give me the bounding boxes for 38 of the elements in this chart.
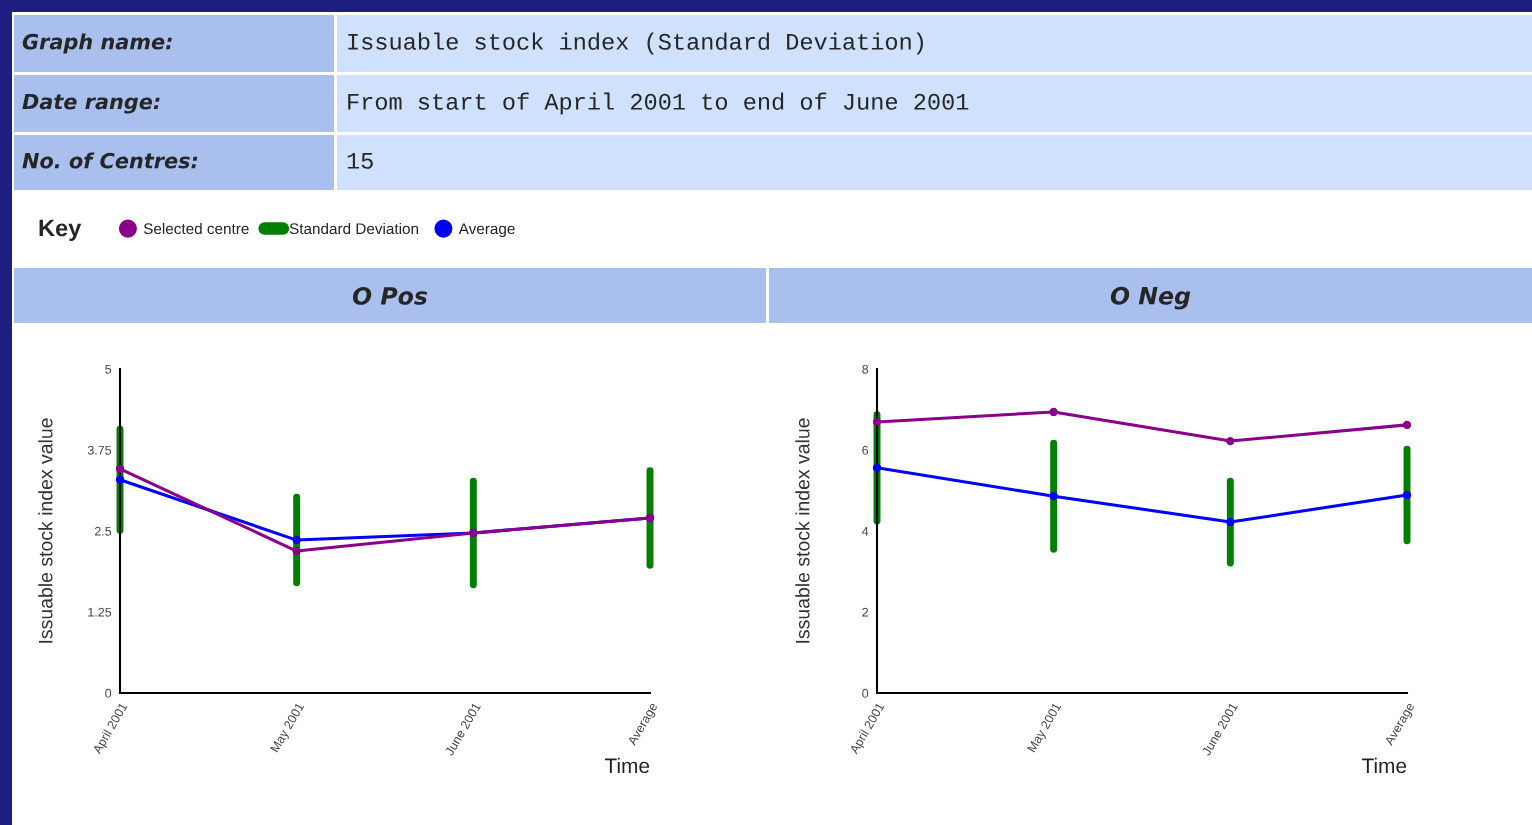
y-tick-label: 1.25 <box>88 607 112 617</box>
text: Standard Deviation <box>289 222 419 235</box>
point <box>1049 492 1058 501</box>
legend-label: Average <box>458 223 515 238</box>
y-tick-label: 2 <box>862 607 869 617</box>
point <box>872 417 882 427</box>
y-tick-label: 6 <box>862 445 869 455</box>
point <box>1226 517 1235 527</box>
text: Graph name: <box>22 33 172 54</box>
y-tick-label: 2.5 <box>94 526 112 536</box>
point <box>1226 436 1235 446</box>
y-tick-label: 8 <box>862 364 869 374</box>
y-tick-label: 0 <box>105 688 112 698</box>
point <box>292 546 301 556</box>
y-tick-label: 4 <box>862 526 869 536</box>
y-tick-label: 5 <box>105 364 112 374</box>
x-axis-title: Time <box>1361 757 1407 774</box>
point <box>115 475 125 484</box>
point <box>292 535 301 545</box>
x-axis-title: Time <box>604 757 650 774</box>
text: From start of April 2001 to end of June 2001 <box>348 92 969 115</box>
text: Issuable stock index (Standard Deviation) <box>348 32 923 55</box>
text: 15 <box>347 153 373 169</box>
chart-title: O Pos <box>352 286 428 305</box>
y-tick-label: 3.75 <box>87 445 112 455</box>
point <box>1402 490 1412 500</box>
point <box>1049 407 1058 417</box>
y-axis-title: Issuable stock index value <box>38 418 53 643</box>
point <box>115 464 125 473</box>
y-tick-label: 0 <box>862 688 869 698</box>
text: No. of Centres: <box>22 152 198 169</box>
point <box>872 463 882 472</box>
y-axis-title: Issuable stock index value <box>795 418 810 643</box>
text: Date range: <box>22 93 160 114</box>
point <box>1402 420 1412 430</box>
legend-label: Selected centre <box>143 222 249 235</box>
legend-title: Key <box>39 219 82 241</box>
chart-title: O Neg <box>1110 286 1191 310</box>
